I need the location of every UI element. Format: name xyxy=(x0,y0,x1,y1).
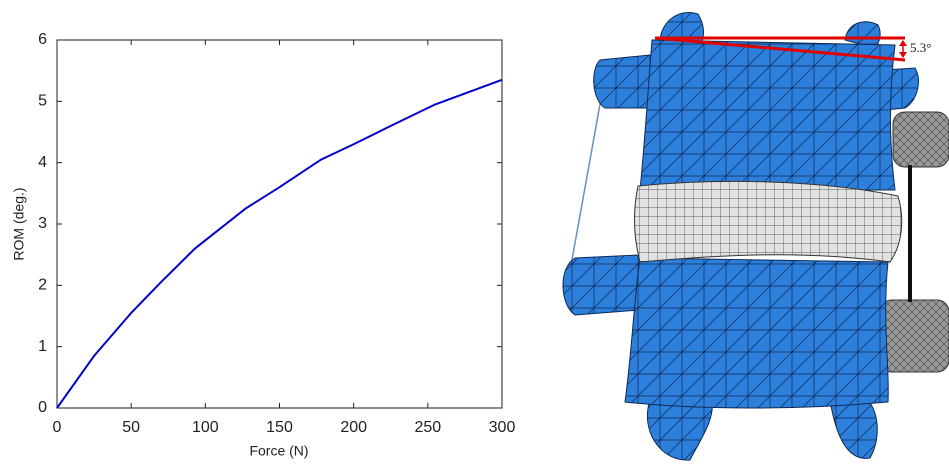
vertebral-body xyxy=(640,40,895,190)
data-line xyxy=(57,80,502,408)
y-tick-label: 3 xyxy=(38,215,47,232)
y-tick-label: 6 xyxy=(38,31,47,48)
vertebral-body xyxy=(625,258,888,408)
x-tick-label: 200 xyxy=(340,419,367,436)
angle-label: 5.3° xyxy=(910,40,931,55)
x-tick-label: 50 xyxy=(122,419,140,436)
x-tick-label: 0 xyxy=(53,419,62,436)
implant-block xyxy=(893,112,949,167)
intervertebral-disc xyxy=(634,181,901,262)
ligament xyxy=(568,82,604,282)
y-tick-label: 2 xyxy=(38,277,47,294)
y-tick-label: 0 xyxy=(38,399,47,416)
implant-block xyxy=(880,300,949,372)
bone xyxy=(647,400,877,460)
x-tick-label: 300 xyxy=(489,419,516,436)
bone xyxy=(563,255,640,315)
x-axis-label: Force (N) xyxy=(249,443,308,459)
x-tick-label: 150 xyxy=(266,419,293,436)
y-tick-label: 1 xyxy=(38,338,47,355)
figure: Force (N) ROM (deg.) 0 50 100 150 200 250 300 0… xyxy=(0,0,949,466)
y-axis-label: ROM (deg.) xyxy=(11,187,27,260)
y-tick-label: 5 xyxy=(38,93,47,110)
x-tick-label: 100 xyxy=(192,419,219,436)
plot-frame xyxy=(57,40,502,408)
y-tick-label: 4 xyxy=(38,154,47,171)
x-tick-label: 250 xyxy=(414,419,441,436)
line-chart: Force (N) ROM (deg.) 0 50 100 150 200 250 300 0… xyxy=(11,31,516,458)
vertebra-model: 5.3° xyxy=(563,12,949,460)
